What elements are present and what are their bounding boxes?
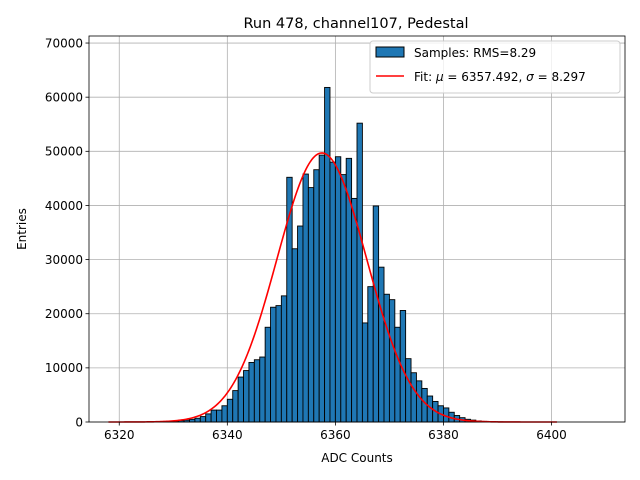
histogram-bar <box>264 326 271 423</box>
histogram-bar <box>334 156 342 423</box>
histogram-bar <box>388 299 396 423</box>
y-tick-label: 0 <box>75 415 83 429</box>
plot-frame <box>88 35 626 423</box>
histogram-bar <box>340 174 347 423</box>
histogram-bar <box>243 370 250 423</box>
y-axis-label: Entries <box>15 208 29 250</box>
histogram-bar <box>410 372 417 423</box>
histogram-bar <box>394 326 401 423</box>
legend-fit-prefix: Fit: <box>414 70 436 84</box>
histogram-bar <box>194 417 201 423</box>
chart-title: Run 478, channel107, Pedestal <box>243 16 468 32</box>
histogram-bar <box>367 286 374 423</box>
histogram-bar <box>329 161 336 423</box>
histogram-bar <box>291 248 299 423</box>
histogram-bar <box>415 380 423 423</box>
histogram-bar <box>270 306 277 423</box>
histogram-bar <box>297 225 304 423</box>
histogram-bar <box>302 173 309 423</box>
histogram-bar <box>248 361 255 423</box>
histogram-bar <box>253 359 261 423</box>
y-tick-label: 60000 <box>45 90 83 104</box>
histogram-bar <box>205 413 212 423</box>
histogram-bar <box>226 398 234 423</box>
histogram-bar <box>324 86 331 423</box>
x-tick-label: 6380 <box>428 428 459 442</box>
x-tick-label: 6400 <box>536 428 567 442</box>
y-tick-label: 70000 <box>45 36 83 50</box>
histogram-bar <box>356 122 363 423</box>
histogram-bar <box>259 356 266 423</box>
histogram-bar <box>383 293 390 423</box>
y-axis-ticks: 0 10000 20000 30000 40000 50000 60000 70000 <box>45 36 89 429</box>
legend: Samples: RMS=8.29 Fit: μ = 6357.492, σ =… <box>369 40 621 94</box>
histogram-bar <box>210 409 217 423</box>
histogram-bar <box>216 409 223 423</box>
legend-bars-label: Samples: RMS=8.29 <box>414 46 536 60</box>
histogram-bar <box>372 205 380 423</box>
legend-fit-label: Fit: μ = 6357.492, σ = 8.297 <box>414 70 586 84</box>
histogram-bar <box>221 405 228 423</box>
legend-box <box>369 40 621 94</box>
histogram-bar <box>361 322 369 423</box>
histogram-bar <box>351 197 358 423</box>
x-tick-label: 6320 <box>104 428 135 442</box>
fit-curve-line <box>108 152 557 423</box>
x-axis-label: ADC Counts <box>321 451 393 465</box>
x-axis-ticks: 6320 6340 6360 6380 6400 <box>104 422 567 442</box>
histogram-bar <box>189 418 196 423</box>
legend-fit-mu-value: = 6357.492, <box>444 70 527 84</box>
histogram-bar <box>237 376 244 423</box>
legend-fit-mu-symbol: μ <box>435 70 444 84</box>
histogram-bar <box>307 187 315 423</box>
histogram-bar <box>378 266 385 423</box>
histogram-bar <box>199 416 207 423</box>
y-tick-label: 20000 <box>45 307 83 321</box>
histogram-bar <box>405 358 412 423</box>
legend-fit-sigma-value: = 8.297 <box>534 70 586 84</box>
histogram-bar <box>318 154 326 423</box>
x-tick-label: 6360 <box>320 428 351 442</box>
x-tick-label: 6340 <box>212 428 243 442</box>
histogram-bar <box>275 305 282 423</box>
histogram-bars <box>151 86 504 423</box>
histogram-bar <box>313 169 320 423</box>
histogram-bar <box>280 295 288 423</box>
histogram-bar <box>232 390 239 423</box>
y-tick-label: 50000 <box>45 145 83 159</box>
y-tick-label: 30000 <box>45 253 83 267</box>
legend-bars-swatch <box>375 46 405 58</box>
legend-fit-sigma-symbol: σ <box>526 70 534 84</box>
y-tick-label: 40000 <box>45 199 83 213</box>
y-tick-label: 10000 <box>45 361 83 375</box>
